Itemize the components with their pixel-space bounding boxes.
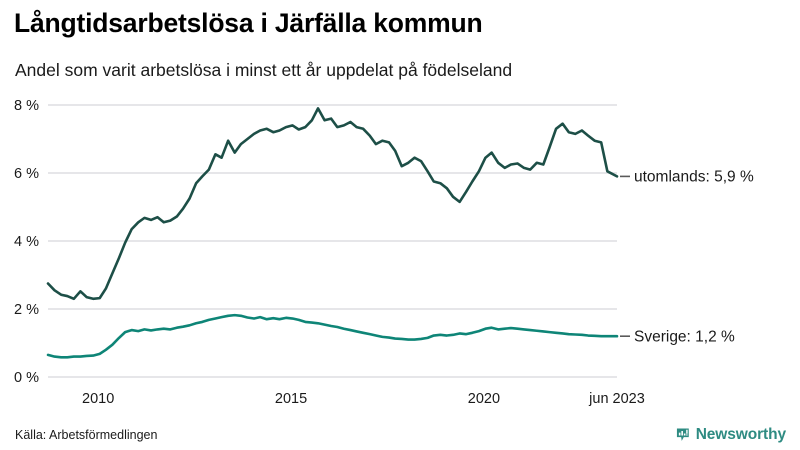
newsworthy-logo: Newsworthy [676, 423, 786, 447]
y-axis-tick-label: 8 % [14, 98, 39, 114]
source-note: Källa: Arbetsförmedlingen [15, 428, 158, 442]
y-axis-tick-label: 2 % [14, 302, 39, 318]
series-lines-group [46, 107, 619, 359]
x-axis-tick-label: 2010 [82, 391, 114, 407]
y-axis-tick-label: 0 % [14, 370, 39, 386]
chart-subtitle: Andel som varit arbetslösa i minst ett å… [15, 60, 513, 80]
gridlines-group [48, 104, 617, 378]
series-label-utomlands: utomlands: 5,9 % [634, 168, 754, 185]
page-title: Långtidsarbetslösa i Järfälla kommun [14, 8, 483, 38]
bar-chart-bubble-icon [676, 428, 689, 441]
series-line-sverige [46, 313, 619, 359]
series-label-sverige: Sverige: 1,2 % [634, 328, 735, 345]
logo-text: Newsworthy [695, 426, 786, 444]
x-axis-tick-label: jun 2023 [588, 391, 645, 407]
x-axis-tick-label: 2020 [468, 391, 500, 407]
series-labels-group: utomlands: 5,9 % Sverige: 1,2 % [620, 168, 754, 345]
y-axis-tick-label: 6 % [14, 166, 39, 182]
y-axis-labels-group: 0 % 2 % 4 % 6 % 8 % [14, 98, 39, 386]
series-line-utomlands [46, 107, 619, 301]
y-axis-tick-label: 4 % [14, 234, 39, 250]
x-axis-tick-label: 2015 [275, 391, 307, 407]
x-axis-labels-group: 2010 2015 2020 jun 2023 [82, 391, 645, 407]
